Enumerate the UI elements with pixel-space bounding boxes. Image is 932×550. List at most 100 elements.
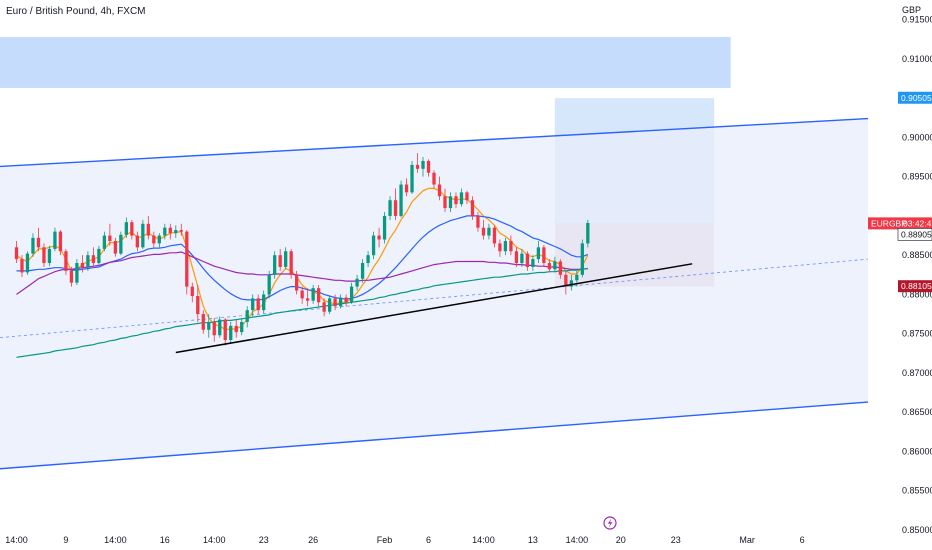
candle[interactable] bbox=[141, 219, 145, 249]
candle[interactable] bbox=[454, 192, 458, 209]
candle[interactable] bbox=[338, 294, 343, 309]
candle[interactable] bbox=[492, 225, 497, 248]
candle[interactable] bbox=[196, 285, 200, 322]
candle[interactable] bbox=[399, 180, 403, 218]
candle[interactable] bbox=[305, 288, 310, 307]
candle[interactable] bbox=[371, 231, 376, 260]
candle[interactable] bbox=[415, 153, 420, 173]
candle[interactable] bbox=[14, 241, 19, 264]
candle[interactable] bbox=[157, 233, 161, 248]
candle[interactable] bbox=[58, 230, 63, 256]
candle[interactable] bbox=[487, 223, 491, 240]
candle[interactable] bbox=[586, 219, 590, 248]
candle[interactable] bbox=[311, 285, 315, 304]
candle[interactable] bbox=[278, 248, 282, 271]
candle[interactable] bbox=[130, 219, 134, 240]
channel-lower-line[interactable] bbox=[0, 401, 869, 470]
candle[interactable] bbox=[108, 223, 112, 246]
candle[interactable] bbox=[97, 245, 101, 265]
candle[interactable] bbox=[124, 217, 129, 238]
candle[interactable] bbox=[234, 319, 238, 338]
candle[interactable] bbox=[564, 270, 568, 295]
candle[interactable] bbox=[251, 294, 255, 317]
candle[interactable] bbox=[25, 251, 30, 275]
candle[interactable] bbox=[168, 223, 172, 240]
candle[interactable] bbox=[152, 231, 156, 248]
candle[interactable] bbox=[273, 251, 277, 279]
candle[interactable] bbox=[481, 219, 486, 240]
lightning-marker-icon[interactable] bbox=[603, 516, 617, 530]
candle[interactable] bbox=[393, 188, 398, 220]
candle[interactable] bbox=[410, 160, 414, 194]
candle[interactable] bbox=[366, 251, 370, 267]
candle[interactable] bbox=[245, 306, 249, 328]
candle[interactable] bbox=[344, 294, 348, 307]
x-axis[interactable]: 14:00 9 14:00 16 14:00 23 26 Feb 6 14:00 13 14:00 20… bbox=[5, 535, 804, 545]
candle[interactable] bbox=[476, 212, 480, 232]
candle[interactable] bbox=[426, 159, 431, 177]
candle[interactable] bbox=[531, 255, 535, 271]
candle[interactable] bbox=[437, 176, 442, 201]
candle[interactable] bbox=[86, 251, 90, 271]
candle[interactable] bbox=[102, 231, 107, 252]
candle[interactable] bbox=[503, 237, 508, 256]
candle[interactable] bbox=[327, 296, 332, 315]
candle[interactable] bbox=[256, 294, 260, 315]
candle[interactable] bbox=[267, 270, 271, 299]
candle[interactable] bbox=[201, 310, 205, 334]
candle[interactable] bbox=[542, 244, 546, 267]
candle[interactable] bbox=[520, 248, 524, 267]
candle[interactable] bbox=[69, 266, 74, 287]
candle[interactable] bbox=[443, 188, 447, 212]
candle[interactable] bbox=[355, 274, 359, 291]
candle[interactable] bbox=[333, 294, 337, 311]
candle[interactable] bbox=[553, 256, 557, 273]
candle[interactable] bbox=[262, 290, 266, 314]
candle[interactable] bbox=[349, 282, 354, 304]
candle[interactable] bbox=[432, 170, 436, 189]
candle[interactable] bbox=[547, 259, 552, 273]
candle[interactable] bbox=[212, 318, 216, 342]
candle[interactable] bbox=[514, 247, 519, 267]
candle[interactable] bbox=[47, 245, 52, 267]
candle[interactable] bbox=[536, 241, 541, 264]
candle[interactable] bbox=[300, 286, 304, 304]
candle[interactable] bbox=[64, 248, 68, 275]
candle[interactable] bbox=[289, 248, 293, 279]
candle[interactable] bbox=[146, 215, 150, 240]
candle[interactable] bbox=[284, 247, 288, 270]
candle[interactable] bbox=[525, 251, 530, 271]
candle[interactable] bbox=[20, 255, 24, 278]
candle[interactable] bbox=[75, 259, 79, 286]
candle[interactable] bbox=[185, 230, 189, 295]
candle[interactable] bbox=[360, 259, 365, 283]
candle[interactable] bbox=[31, 233, 35, 257]
candle[interactable] bbox=[163, 223, 167, 240]
candle[interactable] bbox=[580, 239, 584, 278]
candle[interactable] bbox=[207, 314, 211, 338]
candle[interactable] bbox=[223, 318, 227, 346]
candle[interactable] bbox=[135, 231, 139, 252]
candle[interactable] bbox=[190, 282, 194, 303]
candle[interactable] bbox=[36, 227, 41, 252]
candle[interactable] bbox=[119, 231, 123, 256]
y-axis[interactable]: 0.91500 0.91000 0.90000 0.89500 0.88500 0.880… bbox=[902, 15, 932, 535]
candle[interactable] bbox=[388, 196, 392, 220]
candle[interactable] bbox=[42, 243, 46, 267]
candle[interactable] bbox=[240, 318, 244, 336]
candle[interactable] bbox=[382, 212, 387, 244]
candle[interactable] bbox=[322, 298, 326, 317]
candle[interactable] bbox=[316, 285, 321, 307]
candle[interactable] bbox=[295, 270, 299, 295]
candle[interactable] bbox=[404, 178, 409, 197]
candle[interactable] bbox=[448, 192, 453, 212]
trendline-0[interactable] bbox=[175, 263, 693, 354]
candle[interactable] bbox=[569, 274, 573, 291]
candle[interactable] bbox=[459, 188, 464, 207]
candle[interactable] bbox=[465, 190, 469, 205]
candle[interactable] bbox=[498, 239, 502, 257]
candle[interactable] bbox=[509, 235, 513, 256]
candle[interactable] bbox=[470, 196, 475, 220]
candle[interactable] bbox=[80, 255, 85, 273]
